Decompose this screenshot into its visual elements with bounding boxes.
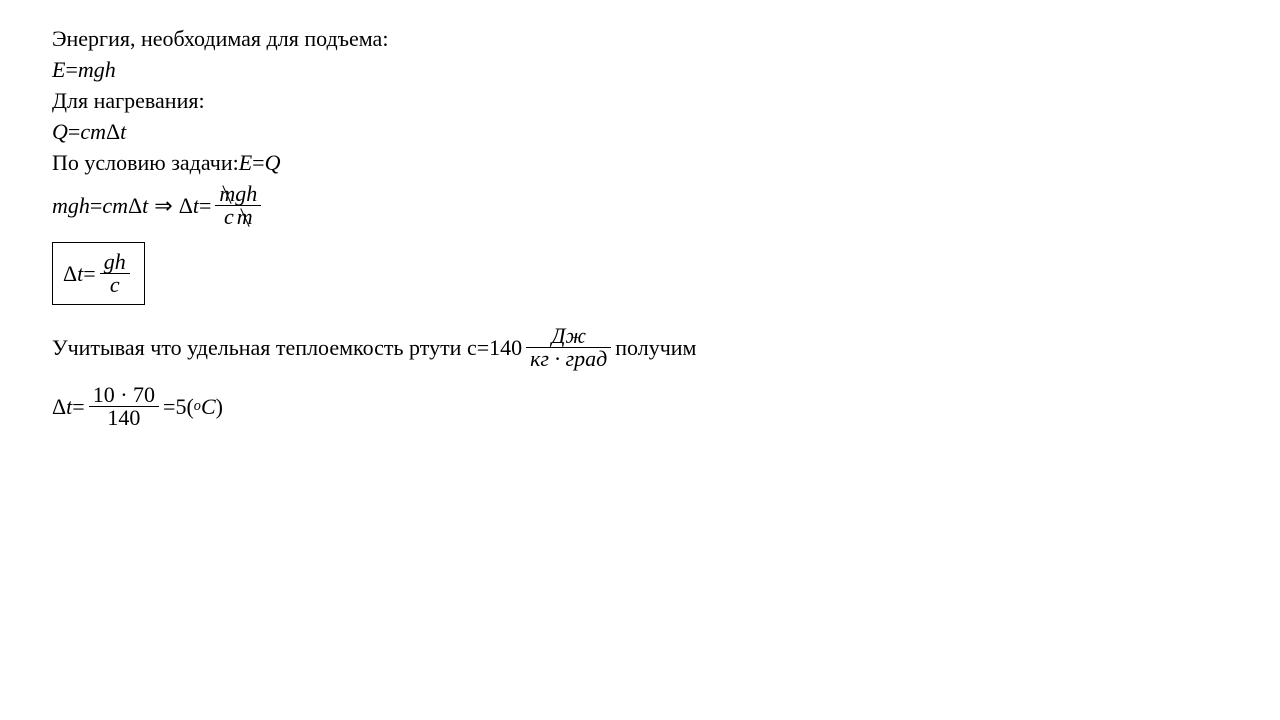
- text: Для нагревания:: [52, 90, 205, 112]
- equation-line-9: Δ t = 10 · 70 140 = 5( o C ): [52, 384, 1228, 429]
- var-Q: Q: [265, 152, 281, 174]
- eq-sign: =: [163, 396, 175, 418]
- unit-C: C: [201, 396, 216, 418]
- eq-sign: =: [72, 396, 84, 418]
- var-cm: cm: [102, 195, 128, 217]
- eq-sign: =: [90, 195, 102, 217]
- var-cm: cm: [80, 121, 106, 143]
- fraction-denominator: c m: [220, 206, 257, 228]
- struck-m: m: [219, 183, 235, 205]
- eq-sign: =: [252, 152, 264, 174]
- var-mgh: mgh: [52, 195, 90, 217]
- text-line-8: Учитывая что удельная теплоемкость ртути…: [52, 325, 1228, 370]
- fraction-numerator: gh: [100, 251, 130, 273]
- var-t: t: [120, 121, 126, 143]
- implies-arrow: ⇒: [154, 195, 172, 217]
- var-E: E: [52, 59, 65, 81]
- text: Энергия, необходимая для подъема:: [52, 28, 388, 50]
- fraction: gh c: [100, 251, 130, 296]
- fraction-units: Дж кг · град: [526, 325, 611, 370]
- fraction-denominator: c: [106, 274, 124, 296]
- text-line-5: По условию задачи: E = Q: [52, 152, 1228, 174]
- delta-symbol: Δ: [179, 195, 193, 217]
- eq-sign: =: [68, 121, 80, 143]
- text-line-1: Энергия, необходимая для подъема:: [52, 28, 1228, 50]
- delta-symbol: Δ: [63, 263, 77, 285]
- eq-sign: =: [65, 59, 77, 81]
- close-paren: ): [216, 396, 223, 418]
- fraction-numerator: 10 · 70: [89, 384, 159, 406]
- result-value: 5(: [175, 396, 193, 418]
- text: Учитывая что удельная теплоемкость ртути…: [52, 337, 522, 359]
- text: получим: [615, 337, 696, 359]
- var-Q: Q: [52, 121, 68, 143]
- fraction-denominator: кг · град: [526, 348, 611, 370]
- eq-sign: =: [199, 195, 211, 217]
- delta-symbol: Δ: [106, 121, 120, 143]
- text-line-3: Для нагревания:: [52, 90, 1228, 112]
- degree-symbol: o: [194, 399, 201, 413]
- fraction-denominator: 140: [103, 407, 144, 429]
- var-mgh: mgh: [78, 59, 116, 81]
- struck-m: m: [237, 206, 253, 228]
- fraction: m gh c m: [215, 183, 261, 228]
- boxed-equation: Δ t = gh c: [52, 242, 145, 305]
- equation-line-2: E = mgh: [52, 59, 1228, 81]
- eq-sign: =: [83, 263, 95, 285]
- var-E: E: [239, 152, 252, 174]
- var-c: c: [224, 206, 234, 228]
- delta-symbol: Δ: [52, 396, 66, 418]
- fraction: 10 · 70 140: [89, 384, 159, 429]
- delta-symbol: Δ: [128, 195, 142, 217]
- equation-line-4: Q = cm Δ t: [52, 121, 1228, 143]
- fraction-numerator: Дж: [547, 325, 589, 347]
- fraction-numerator: m gh: [215, 183, 261, 205]
- var-gh: gh: [235, 183, 257, 205]
- equation-line-6: mgh = cm Δ t ⇒ Δ t = m gh c m: [52, 183, 1228, 228]
- text: По условию задачи:: [52, 152, 239, 174]
- var-t: t: [142, 195, 148, 217]
